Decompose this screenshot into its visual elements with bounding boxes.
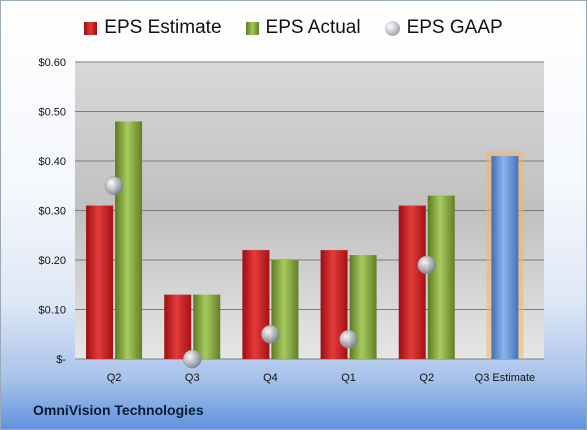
marker-eps-gaap [183,349,202,369]
legend-entry-estimate: EPS Estimate [84,17,222,39]
x-tick-label: Q3 [185,372,200,384]
y-tick-label: $0.30 [38,206,66,218]
marker-eps-gaap [417,255,436,275]
y-tick-label: $0.20 [38,255,66,267]
y-axis-ticks: $- $0.10 $0.20 $0.30 $0.40 $0.50 $0.60 [38,57,66,366]
legend-entry-gaap: EPS GAAP [384,17,503,39]
legend-label-gaap: EPS GAAP [406,17,503,38]
legend-swatch-estimate [84,21,98,35]
marker-eps-gaap [261,325,280,344]
gaap-markers [104,176,436,369]
bar-eps-actual [193,294,221,359]
legend-swatch-actual [245,21,259,35]
marker-eps-gaap [339,329,358,349]
bar-eps-estimate [86,205,114,359]
bar-eps-actual [115,121,143,360]
x-tick-label: Q1 [341,372,356,384]
y-tick-label: $0.10 [38,305,66,317]
legend: EPS Estimate EPS Actual EPS GAAP [0,14,587,42]
bar-eps-estimate [164,294,192,359]
marker-eps-gaap [104,176,124,195]
y-tick-label: $- [56,354,66,366]
x-axis-ticks: Q2 Q3 Q4 Q1 Q2 Q3 Estimate [107,372,535,384]
x-tick-label: Q4 [263,372,278,384]
bar-eps-estimate [398,205,426,359]
legend-label-estimate: EPS Estimate [104,17,222,38]
legend-swatch-gaap [384,20,400,36]
bar-eps-estimate [242,250,270,359]
y-tick-label: $0.60 [38,57,66,69]
x-tick-label: Q2 [107,372,122,384]
bar-eps-actual [427,195,455,359]
bars [86,121,524,360]
legend-label-actual: EPS Actual [265,17,361,38]
bar-eps-actual [271,260,299,359]
bar-q3-estimate [491,156,519,359]
company-name: OmniVision Technologies [33,402,204,418]
y-tick-label: $0.50 [38,107,66,119]
x-tick-label: Q2 [419,372,434,384]
legend-entry-actual: EPS Actual [245,17,361,39]
x-tick-label: Q3 Estimate [475,372,536,384]
y-tick-label: $0.40 [38,156,66,168]
gridlines [75,61,544,360]
